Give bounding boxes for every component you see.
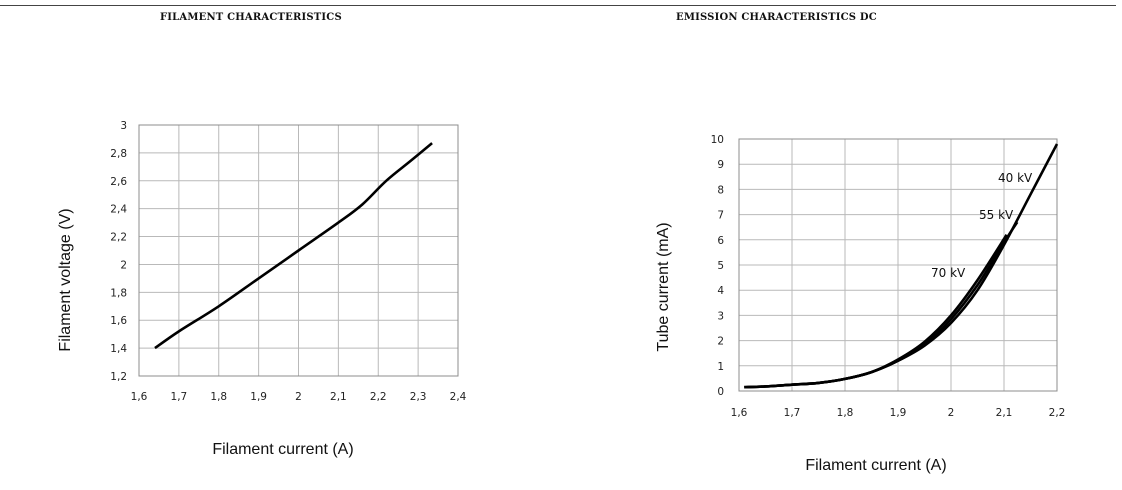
- filament-chart-title: FILAMENT CHARACTERISTICS: [160, 12, 342, 23]
- x-tick-label: 1,9: [250, 391, 267, 403]
- x-tick-label: 1,7: [171, 391, 188, 403]
- x-axis-title: Filament current (A): [212, 441, 353, 458]
- y-tick-label: 2,2: [110, 232, 127, 244]
- series-label: 40 kV: [998, 171, 1033, 185]
- plot-area-frame: [738, 138, 1058, 392]
- x-tick-label: 2,3: [410, 391, 427, 403]
- y-tick-label: 8: [717, 184, 724, 196]
- x-tick-label: 2: [948, 407, 955, 419]
- y-tick-label: 3: [120, 120, 127, 132]
- y-tick-label: 7: [717, 210, 724, 222]
- x-tick-label: 2,2: [370, 391, 387, 403]
- y-tick-label: 9: [717, 159, 724, 171]
- y-tick-label: 1,6: [110, 315, 127, 327]
- y-tick-label: 2,6: [110, 176, 127, 188]
- y-tick-label: 5: [717, 260, 724, 272]
- y-tick-label: 2,4: [110, 204, 127, 216]
- x-tick-label: 2,1: [996, 407, 1013, 419]
- y-tick-label: 3: [717, 310, 724, 322]
- series-line-70-kv: [744, 234, 1008, 389]
- series-label: 70 kV: [931, 266, 966, 280]
- x-tick-label: 1,6: [731, 407, 748, 419]
- filament-chart: 1,6 1,7 1,8 1,9 2 2,1 2,2 2,3 2,4 1,2 1,4 1,6 1,8 2 2,…: [57, 120, 467, 458]
- series-line-55-kv: [744, 221, 1019, 389]
- x-axis-title: Filament current (A): [805, 457, 946, 474]
- y-tick-label: 2: [120, 259, 127, 271]
- x-tick-label: 2,4: [450, 391, 467, 403]
- x-tick-label: 1,8: [837, 407, 854, 419]
- y-tick-label: 1,2: [110, 371, 127, 383]
- emission-chart-title: EMISSION CHARACTERISTICS DC: [676, 12, 877, 23]
- y-tick-label: 2,8: [110, 148, 127, 160]
- y-tick-label: 1: [717, 361, 724, 373]
- x-tick-label: 1,6: [131, 391, 148, 403]
- y-tick-label: 1,8: [110, 287, 127, 299]
- y-axis-title: Filament voltage (V): [57, 208, 74, 351]
- x-tick-label: 2: [295, 391, 302, 403]
- series-label: 55 kV: [979, 208, 1014, 222]
- y-tick-label: 10: [711, 134, 724, 146]
- top-rule: [0, 5, 1116, 6]
- y-tick-label: 2: [717, 336, 724, 348]
- y-axis-title: Tube current (mA): [655, 222, 672, 351]
- x-tick-label: 1,9: [890, 407, 907, 419]
- x-tick-label: 1,7: [784, 407, 801, 419]
- series-line-0: [154, 142, 433, 350]
- x-tick-label: 1,8: [210, 391, 227, 403]
- y-tick-label: 1,4: [110, 343, 127, 355]
- x-tick-label: 2,1: [330, 391, 347, 403]
- y-tick-label: 4: [717, 285, 724, 297]
- y-tick-label: 6: [717, 235, 724, 247]
- emission-chart: 1,6 1,7 1,8 1,9 2 2,1 2,2 0 1 2 3 4 5 6 7 8 9 10 Filament …: [655, 134, 1065, 474]
- x-tick-label: 2,2: [1049, 407, 1066, 419]
- plot-area-frame: [138, 124, 459, 377]
- y-tick-label: 0: [717, 386, 724, 398]
